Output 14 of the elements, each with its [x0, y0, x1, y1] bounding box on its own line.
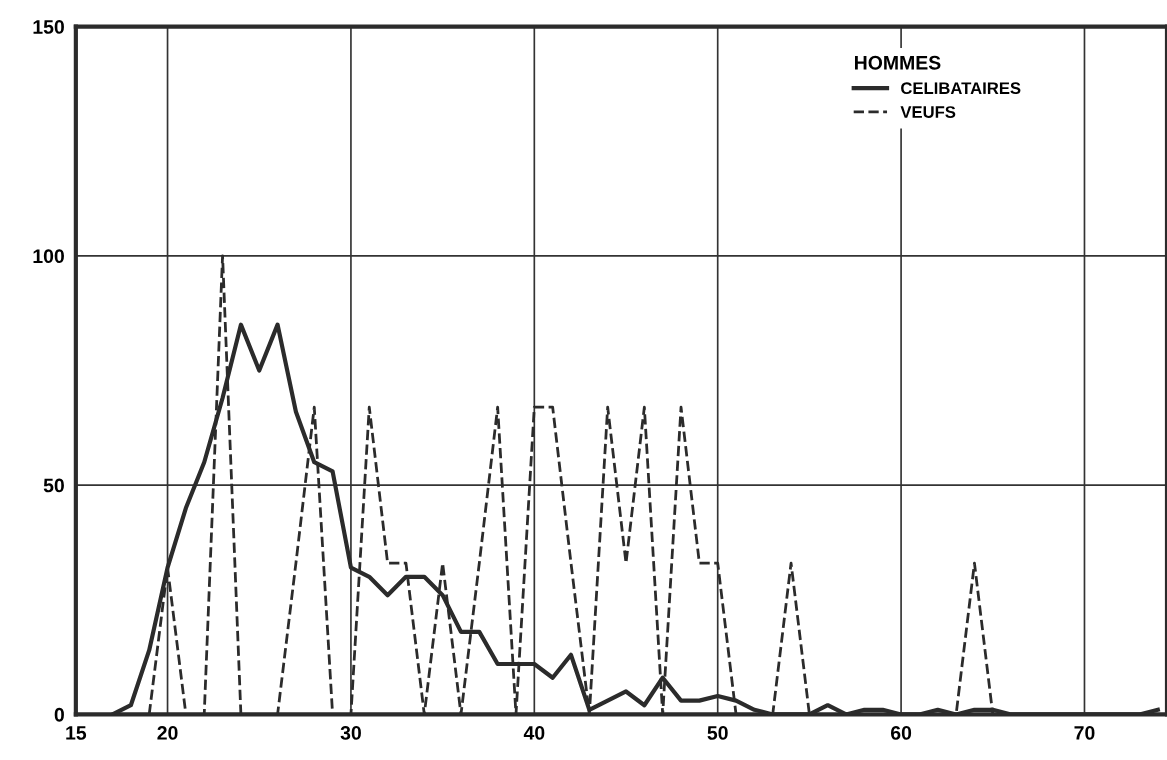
- y-tick-label: 0: [54, 707, 64, 722]
- y-tick-label: 50: [43, 478, 64, 493]
- x-tick-label: 60: [890, 726, 912, 740]
- x-tick-label: 40: [523, 726, 545, 740]
- x-tick-label: 30: [340, 726, 361, 740]
- x-tick-label: 70: [1074, 726, 1095, 740]
- x-tick-label: 15: [66, 726, 87, 740]
- y-tick-label: 150: [33, 20, 64, 34]
- legend-label: VEUFS: [900, 106, 956, 118]
- legend-label: CELIBATAIRES: [901, 82, 1021, 95]
- legend-title: HOMMES: [855, 55, 941, 70]
- x-tick-label: 50: [707, 726, 728, 740]
- x-tick-label: 20: [157, 726, 178, 740]
- y-tick-label: 100: [33, 249, 64, 264]
